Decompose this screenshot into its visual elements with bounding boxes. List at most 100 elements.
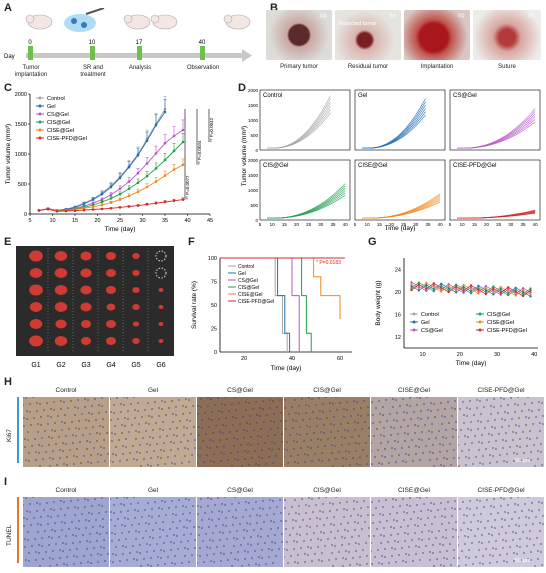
subplot-CISE@Gel	[354, 159, 446, 221]
replicate-line	[267, 192, 346, 219]
y-tick-label: 1000	[15, 152, 27, 158]
photo-primary-tumor	[266, 10, 332, 60]
significance-label: ** P=0.0077	[185, 175, 190, 200]
legend-CISE-PFD@Gel: CISE-PFD@Gel	[238, 299, 274, 305]
tumor	[132, 270, 140, 276]
svg-text:20: 20	[294, 222, 300, 227]
tumor	[29, 250, 43, 262]
group-labels: G1 G2 G3 G4 G5 G6	[31, 362, 165, 369]
replicate-line	[457, 121, 536, 149]
caption-CS@Gel: CS@Gel	[227, 387, 253, 394]
panel-a-timeline: Day 0 10 17 40	[4, 8, 252, 62]
x-tick-label: 35	[162, 218, 168, 224]
svg-text:5: 5	[259, 222, 262, 227]
weight-CS@Gel	[411, 281, 531, 296]
histology-image-CISE@Gel	[371, 397, 457, 467]
svg-text:35: 35	[330, 222, 336, 227]
svg-text:5: 5	[354, 222, 357, 227]
panel-label-g: G	[368, 236, 377, 248]
y-axis-title: Body weight (g)	[375, 280, 382, 325]
subplot-CISE-PFD@Gel	[449, 159, 541, 221]
y-tick-label: 100	[208, 256, 217, 262]
svg-text:0: 0	[255, 218, 258, 223]
x-tick-label: 20	[241, 356, 247, 362]
d-x-axis-title: Time (day)	[385, 225, 416, 232]
svg-text:15: 15	[282, 222, 288, 227]
caption-CISE@Gel: CISE@Gel	[398, 487, 430, 494]
replicate-line	[267, 194, 346, 219]
caption-residual: Residual tumor	[347, 64, 389, 70]
d-y-axis-title: Tumor volume (mm³)	[241, 126, 248, 186]
y-tick-label: 24	[395, 267, 401, 273]
significance-label: ** P=0.0042	[209, 117, 214, 142]
panel-g-chart: 12 16 20 24 10 20 30 40 Time (day) Body weight (g…	[375, 258, 538, 367]
tick-17: 17	[136, 40, 143, 46]
caption-CISE-PFD@Gel: CISE-PFD@Gel	[477, 487, 525, 494]
weight-CISE-PFD@Gel	[411, 282, 531, 297]
subplot-CIS@Gel	[259, 159, 351, 221]
x-tick-label: 10	[420, 352, 426, 358]
tumor	[80, 302, 92, 312]
replicate-line	[362, 193, 441, 219]
tumor	[132, 321, 140, 327]
event-3: Analysis	[128, 65, 152, 71]
tumor	[158, 305, 164, 309]
tumor	[29, 319, 43, 329]
panel-label-d: D	[238, 82, 246, 94]
tumor	[29, 302, 43, 312]
subplot-title: CS@Gel	[453, 93, 477, 99]
tumor	[54, 251, 68, 261]
series-line-CIS@Gel	[38, 141, 184, 212]
panel-label-b: B	[270, 2, 278, 14]
tumor	[106, 252, 116, 260]
svg-text:2000: 2000	[248, 158, 259, 163]
svg-text:25: 25	[496, 222, 502, 227]
tumor	[80, 251, 92, 261]
caption-CIS@Gel: CIS@Gel	[313, 487, 341, 494]
x-tick-label: 45	[207, 218, 213, 224]
subplot-title: Control	[263, 93, 282, 99]
svg-text:35: 35	[520, 222, 526, 227]
legend-Gel: Gel	[421, 320, 430, 326]
group-g1: G1	[31, 362, 40, 369]
x-axis-title: Time (day)	[271, 365, 302, 372]
svg-text:10: 10	[365, 222, 371, 227]
svg-text:2000: 2000	[248, 88, 259, 93]
scale-bar: 50 µm	[515, 458, 531, 464]
tumor	[54, 268, 68, 278]
histology-image-CS@Gel	[197, 397, 283, 467]
legend-CISE@Gel: CISE@Gel	[487, 320, 514, 326]
panel-label-f: F	[188, 236, 195, 248]
y-tick-label: 20	[395, 290, 401, 296]
svg-text:40: 40	[343, 222, 349, 227]
histology-image-Control	[23, 497, 109, 567]
svg-text:20: 20	[389, 222, 395, 227]
y-tick-label: 25	[211, 327, 217, 333]
panel-c-chart: 5 10 15 20 25 30 35 40 45 0 500 1000 1500 2000 Time (d…	[5, 92, 214, 233]
svg-text:500: 500	[250, 133, 258, 138]
caption-Control: Control	[55, 387, 77, 394]
svg-text:15: 15	[472, 222, 478, 227]
legend-Control: Control	[421, 312, 439, 318]
caption-Gel: Gel	[147, 387, 159, 394]
sublabel-d: (d)	[528, 13, 535, 19]
tunel-label: TUNEL	[6, 524, 13, 546]
y-axis-title: Survival rate (%)	[191, 281, 198, 329]
legend-CIS@Gel: CIS@Gel	[238, 285, 259, 291]
y-tick-label: 12	[395, 335, 401, 341]
tumor	[106, 320, 116, 328]
x-tick-label: 40	[289, 356, 295, 362]
y-tick-label: 75	[211, 280, 217, 286]
tumor	[29, 335, 43, 347]
svg-text:40: 40	[533, 222, 539, 227]
x-tick-label: 60	[337, 356, 343, 362]
caption-primary: Primary tumor	[280, 64, 318, 70]
tumor	[54, 302, 68, 312]
group-g4: G4	[106, 362, 115, 369]
tick-0: 0	[28, 40, 32, 46]
x-tick-label: 5	[28, 218, 31, 224]
excised-tumor-photo	[16, 246, 174, 356]
tumor	[132, 253, 140, 259]
tick-10: 10	[89, 40, 96, 46]
svg-text:1500: 1500	[248, 103, 259, 108]
